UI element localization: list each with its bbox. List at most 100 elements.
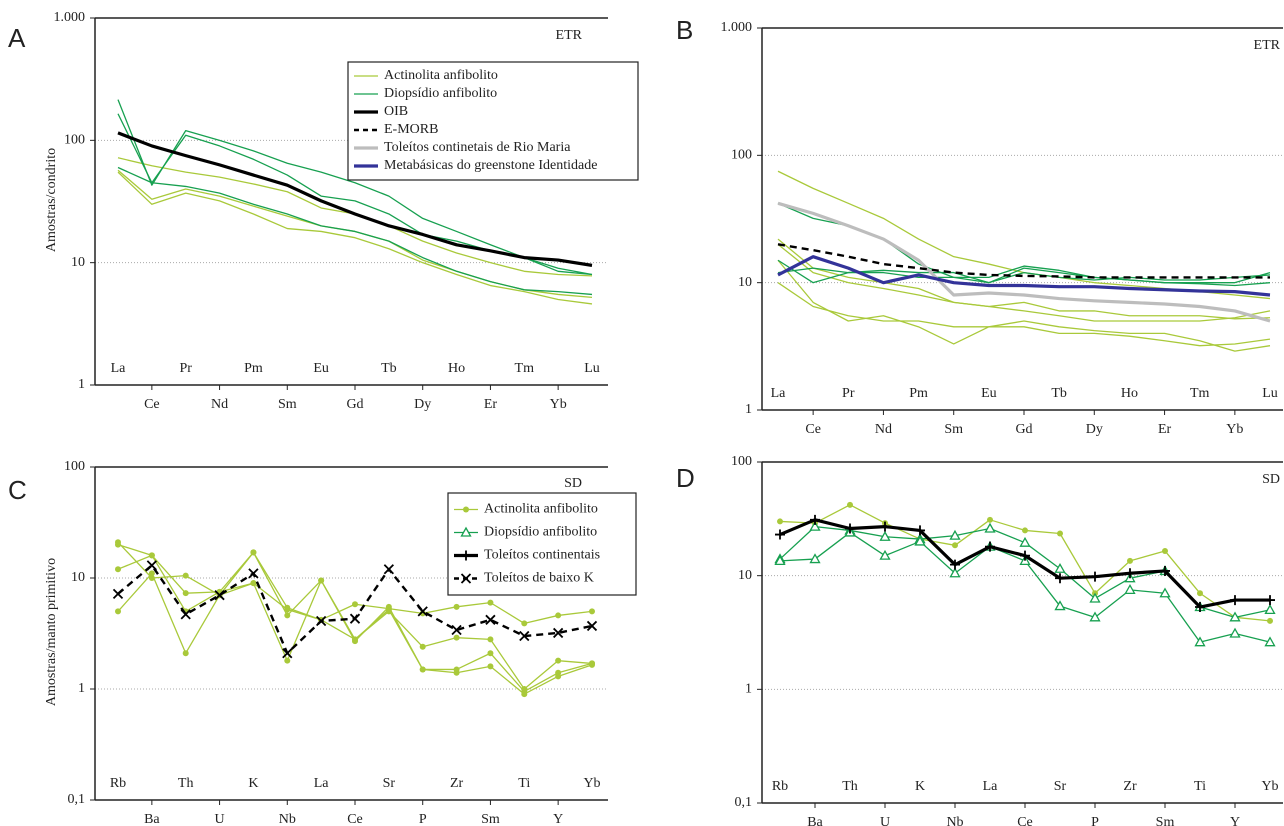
marker: [880, 521, 890, 532]
x-tick-label: Gd: [1015, 422, 1032, 437]
legend-label: E-MORB: [384, 122, 438, 137]
y-tick-label: 10: [71, 255, 85, 270]
x-tick-label: P: [419, 812, 427, 826]
x-tick-label: Y: [1230, 815, 1240, 826]
legend-label: Metabásicas do greenstone Identidade: [384, 158, 597, 173]
x-tick-label: Lu: [584, 361, 600, 376]
corner-label: ETR: [556, 28, 583, 43]
marker: [879, 530, 891, 541]
series-line: [117, 131, 593, 267]
marker: [1160, 565, 1170, 576]
legend-label: Actinolita anfibolito: [484, 502, 598, 517]
x-tick-label: Pm: [244, 361, 263, 376]
marker: [847, 501, 853, 508]
marker: [385, 606, 392, 613]
y-tick-label: 10: [738, 568, 752, 583]
x-tick-label: Gd: [346, 397, 363, 412]
marker: [879, 549, 891, 560]
y-tick-label: 100: [731, 148, 752, 163]
x-tick-label: U: [215, 812, 225, 826]
x-tick-label: Th: [178, 776, 194, 791]
marker: [316, 615, 327, 627]
marker: [1054, 562, 1066, 573]
marker: [419, 666, 426, 673]
marker: [182, 572, 189, 579]
marker: [282, 648, 293, 659]
x-tick-label: Sm: [278, 397, 297, 412]
marker: [453, 669, 460, 676]
y-tick-label: 1.000: [721, 20, 753, 35]
marker: [555, 673, 562, 680]
marker: [1124, 584, 1136, 595]
x-tick-label: Tb: [1051, 386, 1067, 401]
x-tick-label: Er: [484, 397, 498, 412]
series-line: [777, 282, 1271, 352]
marker: [586, 620, 598, 632]
x-tick-label: Tm: [1190, 386, 1210, 401]
legend-label: Toleítos continentais: [484, 548, 600, 563]
marker: [115, 566, 121, 573]
marker: [349, 613, 361, 624]
marker: [553, 627, 564, 639]
x-tick-label: Ce: [347, 812, 363, 826]
legend-label: Toleítos continetais de Rio Maria: [384, 140, 571, 155]
marker: [984, 522, 996, 533]
marker: [589, 661, 595, 668]
panel-letter: A: [8, 23, 26, 53]
y-tick-label: 100: [64, 459, 85, 474]
marker: [1264, 604, 1276, 615]
marker: [1197, 590, 1203, 597]
marker: [519, 630, 530, 642]
marker: [419, 643, 426, 650]
x-tick-label: Ce: [1017, 815, 1033, 826]
marker: [774, 555, 786, 566]
x-tick-label: K: [915, 779, 925, 794]
x-tick-label: Y: [553, 812, 563, 826]
corner-label: ETR: [1254, 38, 1281, 53]
marker: [487, 663, 494, 670]
series-line: [779, 531, 1271, 643]
x-tick-label: Pr: [842, 386, 855, 401]
x-tick-label: Tb: [381, 361, 397, 376]
marker: [555, 657, 562, 664]
marker: [1089, 592, 1101, 603]
marker: [417, 606, 428, 617]
x-tick-label: Ho: [448, 361, 465, 376]
marker: [952, 542, 958, 549]
x-tick-label: Yb: [550, 397, 567, 412]
x-tick-label: Yb: [583, 776, 600, 791]
corner-label: SD: [564, 476, 582, 491]
y-tick-label: 1.000: [54, 10, 86, 25]
x-tick-label: Zr: [1123, 779, 1137, 794]
marker: [487, 636, 494, 643]
x-tick-label: U: [880, 815, 890, 826]
marker: [453, 603, 460, 610]
marker: [1229, 611, 1241, 622]
series-line: [777, 238, 1271, 322]
x-tick-label: Zr: [450, 776, 464, 791]
marker: [589, 608, 595, 615]
x-tick-label: La: [111, 361, 127, 376]
marker: [182, 650, 189, 657]
x-tick-label: Ba: [807, 815, 823, 826]
series-line: [117, 171, 593, 305]
x-tick-label: Eu: [981, 386, 997, 401]
x-tick-label: Ho: [1121, 386, 1138, 401]
x-tick-label: Sr: [1054, 779, 1067, 794]
marker: [352, 636, 358, 643]
marker: [1020, 550, 1030, 561]
marker: [1229, 627, 1241, 638]
corner-label: SD: [1262, 472, 1280, 487]
x-tick-label: Dy: [1086, 422, 1103, 437]
marker: [521, 620, 528, 627]
x-tick-label: Nb: [946, 815, 963, 826]
marker: [809, 553, 821, 564]
marker: [810, 514, 820, 525]
y-tick-label: 10: [71, 570, 85, 585]
marker: [985, 541, 995, 552]
y-tick-label: 1: [745, 402, 752, 417]
y-axis-label: Amostras/manto primitivo: [44, 558, 59, 706]
marker: [1022, 527, 1028, 534]
marker: [182, 590, 189, 597]
series-line: [777, 243, 1271, 320]
